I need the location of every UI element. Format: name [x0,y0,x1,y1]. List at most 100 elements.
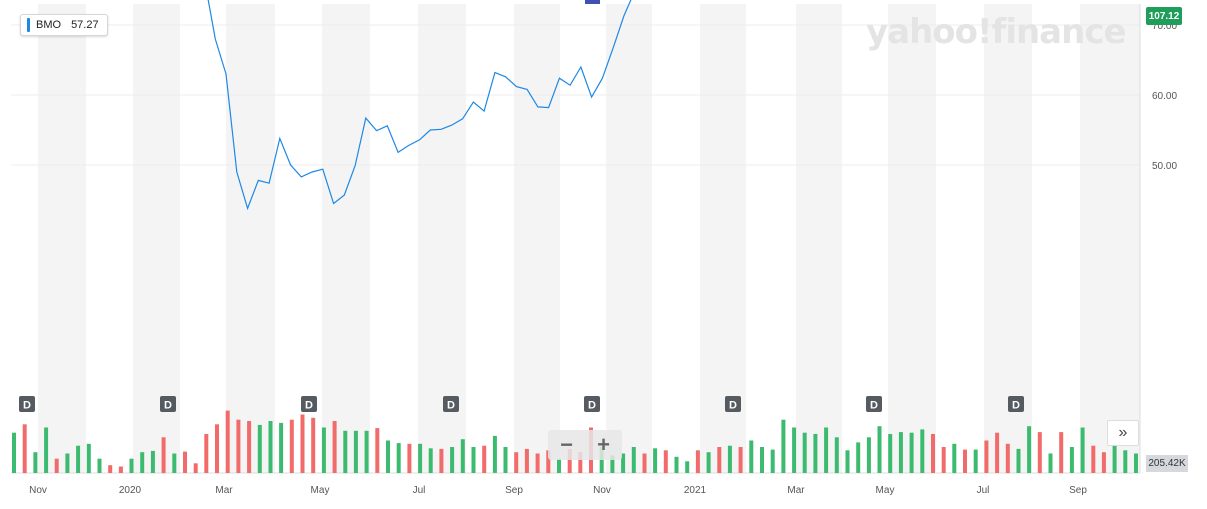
dividend-marker-box[interactable] [1008,396,1024,412]
volume-bar [492,435,497,473]
x-tick-label: Jul [413,485,426,496]
time-band [418,4,466,473]
volume-bar [1112,440,1117,473]
fast-forward-button[interactable]: » [1107,420,1139,446]
dividend-marker-box[interactable] [160,396,176,412]
volume-bar [76,445,81,473]
volume-bar [140,452,145,473]
dividend-marker[interactable]: D [160,396,176,412]
volume-bar [749,440,754,473]
volume-bar [439,448,444,473]
dividend-marker-label: D [588,400,596,412]
volume-bar [129,458,134,473]
x-tick-label: Jul [977,485,990,496]
dividend-marker[interactable]: D [584,396,600,412]
volume-bar [172,453,177,473]
y-tick-label: 70.00 [1152,21,1177,32]
volume-bar [695,450,700,474]
volume-bar [760,447,764,473]
volume-bar [792,427,797,473]
volume-bar [856,442,861,473]
volume-bar [557,458,561,473]
volume-bar [1037,432,1042,474]
dividend-marker-box[interactable] [584,396,600,412]
volume-bar [898,432,903,474]
dividend-marker-box[interactable] [443,396,459,412]
x-tick-label: 2021 [684,485,707,496]
x-tick-label: 2020 [119,485,142,496]
time-band [133,4,180,473]
volume-bar [193,463,198,474]
current-price-tag: 107.12 [1146,7,1182,25]
dividend-marker[interactable]: D [725,396,741,412]
time-band [1080,4,1140,473]
dividend-marker[interactable]: D [19,396,35,412]
volume-bar [343,430,348,474]
dividend-marker-label: D [729,400,737,412]
volume-bar [973,449,978,473]
dividend-marker-box[interactable] [19,396,35,412]
y-tick-label: 60.00 [1152,91,1177,102]
volume-bar [54,458,59,473]
volume-bar [984,440,989,473]
volume-bar [44,427,49,473]
volume-bar [460,439,465,473]
volume-bar [375,428,380,473]
dividend-marker[interactable]: D [1008,396,1024,412]
volume-bar [931,434,935,473]
volume-bar [215,424,219,474]
time-band [226,4,275,473]
x-tick-label: Sep [505,485,523,496]
grid-lines [11,4,1141,474]
volume-bar [514,452,519,473]
volume-bar [770,449,775,473]
dividend-marker[interactable]: D [301,396,317,412]
volume-bar [386,440,390,473]
volume-bar [802,432,807,473]
volume-bar [546,450,551,474]
x-tick-label: Sep [1069,485,1087,496]
dividend-marker-box[interactable] [301,396,317,412]
volume-bar [866,437,871,474]
volume-bar [22,424,27,474]
volume-bar [161,437,166,474]
volume-bar [450,447,455,473]
time-band [796,4,842,473]
volume-bar [631,447,636,473]
volume-bar [1101,452,1106,473]
volume-bar [621,453,626,473]
volume-bar [1059,432,1064,474]
dividend-marker[interactable]: D [443,396,459,412]
dividend-marker-box[interactable] [725,396,741,412]
volume-bar [610,455,615,473]
dividend-marker-label: D [164,400,172,412]
time-band [514,4,560,473]
range-selector-handle[interactable] [585,0,600,4]
volume-bar [268,421,273,473]
time-band [700,4,746,473]
dividend-marker[interactable]: D [866,396,882,412]
volume-bar [482,445,487,473]
volume-bar [738,447,743,473]
time-band [322,4,370,473]
zoom-out-button[interactable]: − [560,432,573,457]
volume-bar [567,448,572,473]
volume-bar [300,414,305,473]
zoom-in-button[interactable]: + [597,432,610,457]
time-band [38,4,86,473]
volume-bar [1027,426,1032,473]
volume-bar [321,427,326,473]
x-tick-label: May [311,485,330,496]
x-tick-label: Mar [215,485,233,496]
dividend-marker-box[interactable] [866,396,882,412]
time-band [888,4,936,473]
legend-chip[interactable]: BMO 57.27 [20,14,108,36]
volume-bar [995,432,1000,473]
volume-bar [118,466,123,473]
volume-bar [952,443,957,474]
volume-bar [524,448,529,473]
volume-bar [418,443,423,474]
